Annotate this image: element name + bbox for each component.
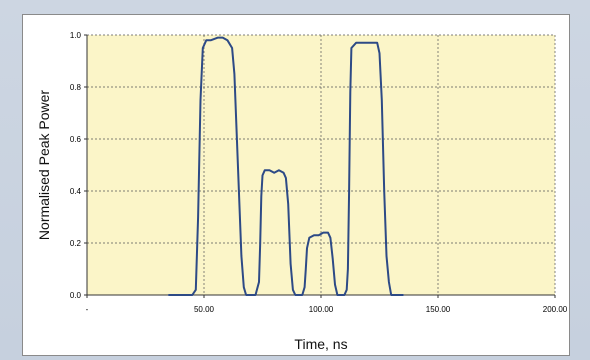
x-tick-label: 200.00: [543, 305, 568, 314]
x-tick-label: 150.00: [426, 305, 451, 314]
x-tick-label: -: [86, 305, 89, 314]
series-line: [167, 36, 404, 296]
x-axis-title: Time, ns: [294, 336, 347, 352]
y-tick-label: 0.2: [70, 239, 82, 248]
y-tick-label: 0.8: [70, 83, 82, 92]
y-tick-label: 0.4: [70, 187, 82, 196]
x-tick-label: 100.00: [309, 305, 334, 314]
y-tick-label: 1.0: [70, 31, 82, 40]
chart-card: 0.0 0.2 0.4 0.6 0.8 1.0 - 50.00 100.00 150.00 200.…: [22, 14, 570, 356]
y-tick-label: 0.0: [70, 291, 82, 300]
y-tick-label: 0.6: [70, 135, 82, 144]
x-tick-label: 50.00: [194, 305, 215, 314]
chart-svg: 0.0 0.2 0.4 0.6 0.8 1.0 - 50.00 100.00 150.00 200.…: [36, 31, 568, 352]
y-axis-title: Normalised Peak Power: [36, 90, 52, 241]
